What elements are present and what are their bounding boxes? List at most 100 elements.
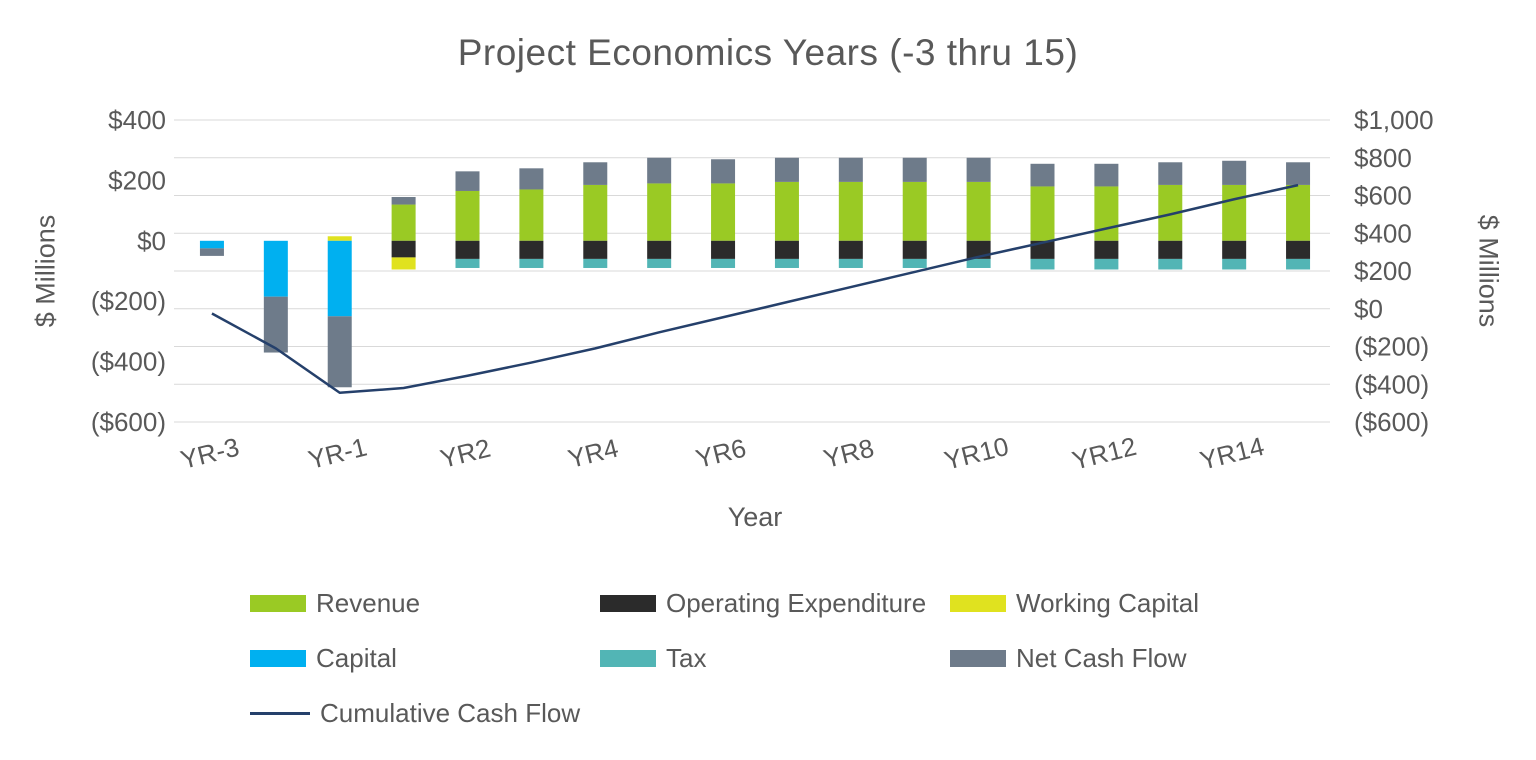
bar-segment-revenue-yr9 [902,181,927,241]
bar-segment-net-cash-flow-yr5 [647,157,672,184]
left-axis-tick-label: $0 [137,226,166,256]
bar-segment-tax-yr8 [838,258,863,268]
bar-segment-capital-yr-3 [199,240,224,249]
bar-segment-net-cash-flow-yr13 [1158,162,1183,185]
bar-segment-operating-expenditure-yr4 [583,240,608,259]
legend-item-working-capital: Working Capital [950,588,1300,619]
bar-segment-net-cash-flow-yr2 [455,171,480,191]
bar-segment-revenue-yr14 [1222,184,1247,241]
x-axis-title: Year [727,502,783,532]
bar-segment-operating-expenditure-yr9 [902,240,927,259]
legend-row: Cumulative Cash Flow [250,698,1350,729]
bar-segment-operating-expenditure-yr12 [1094,240,1119,259]
bar-segment-tax-yr6 [711,258,736,268]
bar-segment-tax-yr12 [1094,258,1119,270]
right-axis-tick-label: $200 [1354,256,1412,286]
bar-segment-tax-yr13 [1158,258,1183,270]
x-axis-tick-label: YR-3 [177,432,242,475]
left-axis-tick-label: ($400) [91,347,166,377]
x-axis-tick-label: YR-1 [305,432,370,475]
legend-swatch-operating-expenditure-icon [600,595,656,612]
legend-label-operating-expenditure: Operating Expenditure [666,588,927,618]
bar-segment-revenue-yr1 [391,204,416,241]
bar-segment-revenue-yr2 [455,190,480,241]
left-axis-tick-label: ($200) [91,286,166,316]
bar-segment-operating-expenditure-yr2 [455,240,480,259]
bar-segment-operating-expenditure-yr5 [647,240,672,259]
right-axis-tick-label: ($400) [1354,369,1429,399]
bar-segment-net-cash-flow-yr15 [1286,162,1311,185]
bar-segment-net-cash-flow-yr-1 [327,316,352,388]
legend-swatch-capital-icon [250,650,306,667]
legend-label-net-cash-flow: Net Cash Flow [1016,643,1187,673]
bar-segment-operating-expenditure-yr14 [1222,240,1247,259]
bar-segment-capital-yr-1 [327,240,352,317]
right-axis-tick-label: ($200) [1354,332,1429,362]
bar-segment-net-cash-flow-yr1 [391,197,416,205]
bar-segment-net-cash-flow-yr14 [1222,160,1247,185]
bar-segment-tax-yr3 [519,258,544,268]
right-axis-tick-label: $0 [1354,294,1383,324]
legend-swatch-working-capital-icon [950,595,1006,612]
bar-segment-tax-yr4 [583,258,608,268]
x-axis-tick-label: YR12 [1069,431,1139,476]
bar-segment-revenue-yr7 [774,181,799,241]
bar-segment-revenue-yr5 [647,183,672,241]
bar-segment-net-cash-flow-yr4 [583,162,608,185]
x-axis-tick-label: YR2 [437,433,493,474]
bar-segment-tax-yr14 [1222,258,1247,270]
bar-segment-operating-expenditure-yr13 [1158,240,1183,259]
left-axis-tick-label: ($600) [91,407,166,437]
bar-segment-revenue-yr11 [1030,186,1055,241]
bar-segment-tax-yr7 [774,258,799,268]
legend: Revenue Operating Expenditure Working Capi… [250,588,1350,753]
legend-label-capital: Capital [316,643,397,673]
legend-label-cumulative-cash-flow: Cumulative Cash Flow [320,698,581,728]
bar-segment-net-cash-flow-yr6 [711,159,736,184]
right-axis-tick-label: $1,000 [1354,105,1434,135]
legend-row: Revenue Operating Expenditure Working Capi… [250,588,1350,619]
right-axis-tick-label: $800 [1354,143,1412,173]
bar-segment-operating-expenditure-yr6 [711,240,736,259]
bar-segment-revenue-yr12 [1094,186,1119,241]
legend-label-revenue: Revenue [316,588,421,618]
legend-label-tax: Tax [666,643,707,673]
bar-segment-operating-expenditure-yr7 [774,240,799,259]
legend-swatch-cumulative-cash-flow-icon [250,712,310,715]
bar-segment-net-cash-flow-yr-3 [199,248,224,256]
bar-segment-revenue-yr10 [966,181,991,241]
legend-label-working-capital: Working Capital [1016,588,1200,618]
x-axis-tick-label: YR10 [941,431,1011,476]
left-axis-tick-label: $400 [108,105,166,135]
bar-segment-net-cash-flow-yr12 [1094,163,1119,187]
right-axis-tick-label: ($600) [1354,407,1429,437]
legend-item-net-cash-flow: Net Cash Flow [950,643,1300,674]
right-axis-tick-label: $400 [1354,218,1412,248]
bar-segment-net-cash-flow-yr9 [902,157,927,182]
x-axis-tick-label: YR14 [1197,431,1267,476]
x-axis-tick-label: YR6 [693,433,749,474]
bar-segment-revenue-yr15 [1286,184,1311,241]
bar-segment-capital-yr-2 [263,240,288,297]
plot-area: $400 $200 $0 ($200) ($400) ($600) $1,000 $800 $6… [91,105,1434,476]
x-axis-tick-label: YR4 [565,433,621,474]
bar-segment-operating-expenditure-yr3 [519,240,544,259]
bar-segment-revenue-yr3 [519,189,544,241]
legend-swatch-net-cash-flow-icon [950,650,1006,667]
bar-segment-revenue-yr8 [838,181,863,241]
legend-item-tax: Tax [600,643,950,674]
legend-item-operating-expenditure: Operating Expenditure [600,588,950,619]
bar-segment-tax-yr15 [1286,258,1311,270]
bar-segment-tax-yr11 [1030,258,1055,270]
chart-title: Project Economics Years (-3 thru 15) [457,32,1079,73]
bar-segment-tax-yr5 [647,258,672,268]
bar-segment-working-capital-yr1 [391,257,416,270]
bar-segment-revenue-yr4 [583,184,608,241]
x-axis-tick-label: YR8 [820,433,876,474]
legend-swatch-tax-icon [600,650,656,667]
legend-item-cumulative-cash-flow: Cumulative Cash Flow [250,698,600,729]
bar-segment-tax-yr10 [966,258,991,268]
bar-segment-operating-expenditure-yr11 [1030,240,1055,259]
left-axis-tick-label: $200 [108,165,166,195]
